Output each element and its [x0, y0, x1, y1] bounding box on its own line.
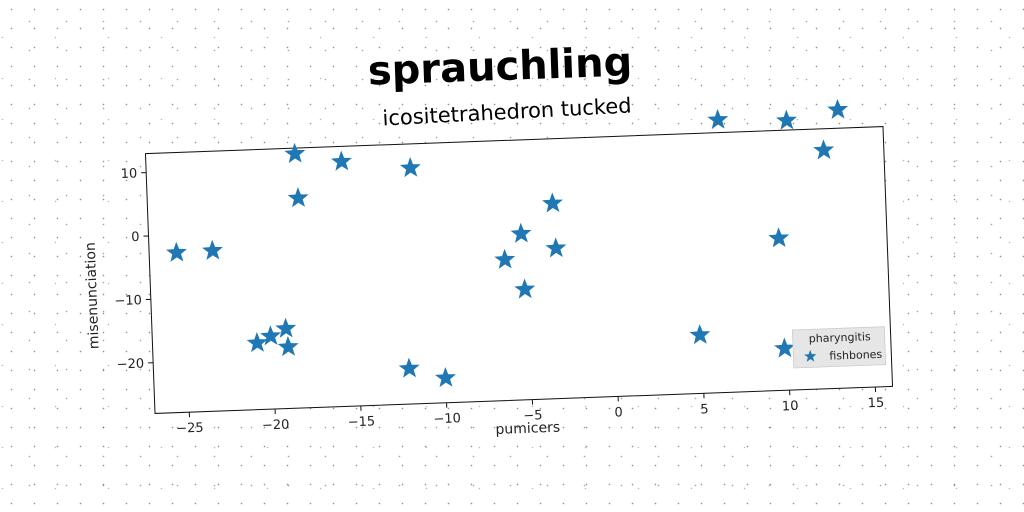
legend-title: pharyngitis: [809, 330, 872, 345]
data-point-star: [689, 324, 711, 345]
data-point-star: [776, 109, 797, 130]
x-tick-label: −10: [433, 411, 461, 427]
data-point-star: [768, 227, 790, 248]
y-tick-label: −20: [117, 357, 145, 373]
x-tick-label: −20: [262, 418, 290, 434]
data-point-star: [542, 192, 563, 213]
x-axis-label: pumicers: [495, 420, 560, 438]
y-axis-label: misenunciation: [83, 242, 103, 350]
data-point-star: [435, 367, 457, 388]
chart-subtitle: icositetrahedron tucked: [382, 93, 632, 130]
data-point-star: [246, 332, 268, 353]
x-tick-label: 15: [867, 396, 884, 412]
data-point-star: [545, 237, 567, 258]
data-point-star: [330, 150, 352, 171]
data-point-star: [813, 139, 835, 160]
y-axis: 10 0 −10 −20: [114, 166, 154, 373]
chart-title: sprauchling: [367, 39, 633, 94]
data-point-star: [774, 337, 795, 358]
y-tick-label: 10: [120, 166, 137, 182]
data-point-star: [260, 325, 282, 346]
legend-box: [791, 326, 887, 369]
legend-entry-fishbones: fishbones: [829, 348, 883, 363]
data-points: [166, 98, 849, 388]
data-point-star: [277, 336, 299, 357]
data-point-star: [494, 248, 516, 269]
x-tick-label: −15: [347, 414, 375, 430]
data-point-star: [287, 187, 309, 208]
x-tick-label: 0: [614, 405, 623, 420]
x-tick-label: −5: [523, 408, 543, 424]
x-axis: −25 −20 −15 −10 −5 0 5 10 15: [176, 387, 885, 437]
data-point-star: [398, 357, 420, 378]
data-point-star: [707, 108, 729, 130]
x-tick-label: −25: [176, 421, 204, 437]
x-tick-label: 5: [700, 402, 709, 417]
data-point-star: [510, 222, 532, 243]
legend-marker-star: [804, 349, 817, 362]
legend: pharyngitis fishbones: [791, 326, 887, 369]
y-tick-label: −10: [114, 293, 142, 309]
x-tick-label: 10: [782, 399, 799, 415]
data-point-star: [275, 317, 297, 338]
plot-area: [144, 126, 894, 414]
y-tick-label: 0: [131, 230, 140, 245]
data-point-star: [202, 239, 223, 260]
data-point-star: [399, 157, 421, 178]
data-point-star: [827, 98, 849, 119]
data-point-star: [166, 241, 187, 262]
data-point-star: [284, 142, 306, 163]
legend-star-icon: [804, 349, 817, 362]
data-point-star: [514, 278, 536, 299]
